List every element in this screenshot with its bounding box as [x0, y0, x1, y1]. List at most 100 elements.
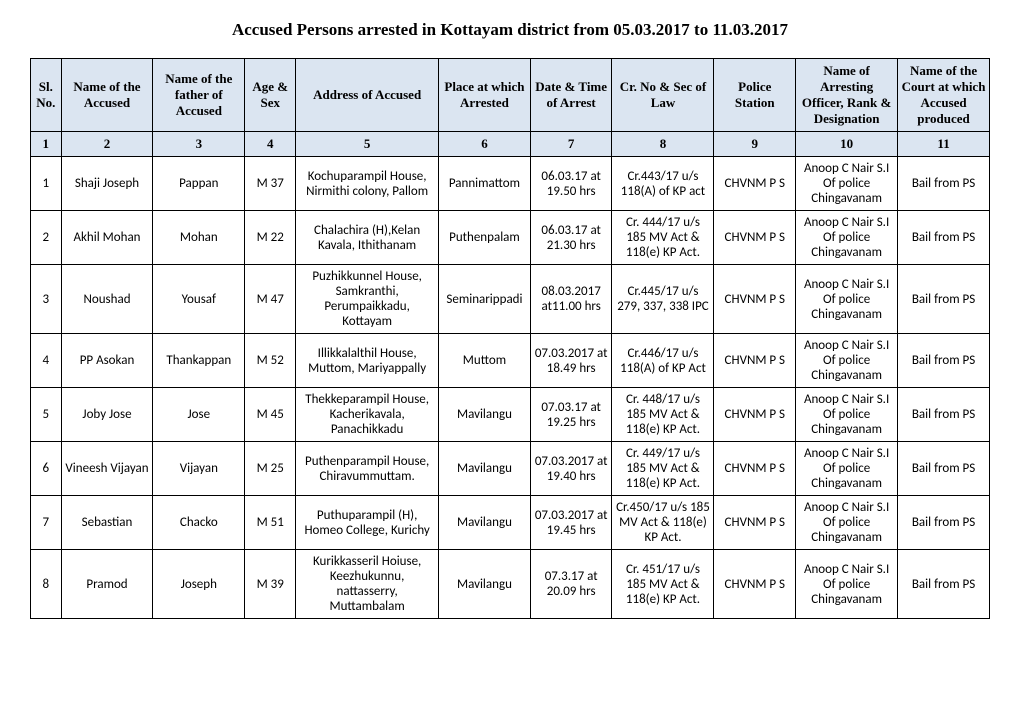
- page-title: Accused Persons arrested in Kottayam dis…: [30, 20, 990, 40]
- cell-date: 07.03.2017 at 19.45 hrs: [530, 496, 612, 550]
- cell-age: M 37: [245, 157, 296, 211]
- cell-addr: Illikkalalthil House, Muttom, Mariyappal…: [296, 334, 439, 388]
- cell-court: Bail from PS: [898, 265, 990, 334]
- cell-place: Seminarippadi: [439, 265, 531, 334]
- cell-cr: Cr. 448/17 u/s 185 MV Act & 118(e) KP Ac…: [612, 388, 714, 442]
- cell-place: Muttom: [439, 334, 531, 388]
- cell-officer: Anoop C Nair S.I Of police Chingavanam: [796, 388, 898, 442]
- cell-officer: Anoop C Nair S.I Of police Chingavanam: [796, 334, 898, 388]
- col-header-court: Name of the Court at which Accused produ…: [898, 59, 990, 132]
- cell-sl: 2: [31, 211, 62, 265]
- cell-date: 07.03.2017 at 19.40 hrs: [530, 442, 612, 496]
- cell-date: 08.03.2017 at11.00 hrs: [530, 265, 612, 334]
- col-header-father: Name of the father of Accused: [153, 59, 245, 132]
- cell-ps: CHVNM P S: [714, 550, 796, 619]
- table-row: 5Joby JoseJoseM 45Thekkeparampil House, …: [31, 388, 990, 442]
- cell-addr: Kochuparampil House, Nirmithi colony, Pa…: [296, 157, 439, 211]
- cell-place: Puthenpalam: [439, 211, 531, 265]
- cell-addr: Puzhikkunnel House, Samkranthi, Perumpai…: [296, 265, 439, 334]
- col-num: 4: [245, 132, 296, 157]
- cell-ps: CHVNM P S: [714, 265, 796, 334]
- cell-date: 06.03.17 at 21.30 hrs: [530, 211, 612, 265]
- cell-date: 07.3.17 at 20.09 hrs: [530, 550, 612, 619]
- col-header-age: Age & Sex: [245, 59, 296, 132]
- cell-sl: 7: [31, 496, 62, 550]
- col-num: 11: [898, 132, 990, 157]
- table-row: 4PP AsokanThankappanM 52Illikkalalthil H…: [31, 334, 990, 388]
- col-header-cr: Cr. No & Sec of Law: [612, 59, 714, 132]
- cell-name: Joby Jose: [61, 388, 153, 442]
- cell-sl: 5: [31, 388, 62, 442]
- table-row: 8PramodJosephM 39Kurikkasseril Hoiuse, K…: [31, 550, 990, 619]
- cell-father: Vijayan: [153, 442, 245, 496]
- cell-age: M 51: [245, 496, 296, 550]
- cell-addr: Thekkeparampil House, Kacherikavala, Pan…: [296, 388, 439, 442]
- cell-age: M 39: [245, 550, 296, 619]
- cell-court: Bail from PS: [898, 334, 990, 388]
- cell-court: Bail from PS: [898, 157, 990, 211]
- cell-date: 07.03.2017 at 18.49 hrs: [530, 334, 612, 388]
- cell-father: Chacko: [153, 496, 245, 550]
- cell-officer: Anoop C Nair S.I Of police Chingavanam: [796, 550, 898, 619]
- cell-age: M 47: [245, 265, 296, 334]
- cell-addr: Kurikkasseril Hoiuse, Keezhukunnu, natta…: [296, 550, 439, 619]
- cell-cr: Cr.443/17 u/s 118(A) of KP act: [612, 157, 714, 211]
- cell-ps: CHVNM P S: [714, 442, 796, 496]
- table-row: 1Shaji JosephPappanM 37Kochuparampil Hou…: [31, 157, 990, 211]
- cell-addr: Puthuparampil (H), Homeo College, Kurich…: [296, 496, 439, 550]
- col-num: 2: [61, 132, 153, 157]
- table-body: 1Shaji JosephPappanM 37Kochuparampil Hou…: [31, 157, 990, 619]
- col-num: 3: [153, 132, 245, 157]
- cell-sl: 3: [31, 265, 62, 334]
- col-header-officer: Name of Arresting Officer, Rank & Design…: [796, 59, 898, 132]
- cell-name: Noushad: [61, 265, 153, 334]
- col-header-sl: Sl. No.: [31, 59, 62, 132]
- col-num: 10: [796, 132, 898, 157]
- cell-officer: Anoop C Nair S.I Of police Chingavanam: [796, 496, 898, 550]
- cell-place: Mavilangu: [439, 550, 531, 619]
- cell-court: Bail from PS: [898, 211, 990, 265]
- cell-age: M 45: [245, 388, 296, 442]
- cell-father: Jose: [153, 388, 245, 442]
- cell-date: 06.03.17 at 19.50 hrs: [530, 157, 612, 211]
- cell-ps: CHVNM P S: [714, 211, 796, 265]
- cell-cr: Cr. 451/17 u/s 185 MV Act & 118(e) KP Ac…: [612, 550, 714, 619]
- cell-officer: Anoop C Nair S.I Of police Chingavanam: [796, 157, 898, 211]
- col-num: 9: [714, 132, 796, 157]
- cell-name: Pramod: [61, 550, 153, 619]
- cell-sl: 8: [31, 550, 62, 619]
- cell-name: Akhil Mohan: [61, 211, 153, 265]
- cell-date: 07.03.17 at 19.25 hrs: [530, 388, 612, 442]
- cell-place: Mavilangu: [439, 496, 531, 550]
- cell-father: Yousaf: [153, 265, 245, 334]
- cell-name: Vineesh Vijayan: [61, 442, 153, 496]
- cell-sl: 1: [31, 157, 62, 211]
- cell-sl: 4: [31, 334, 62, 388]
- col-header-name: Name of the Accused: [61, 59, 153, 132]
- col-num: 6: [439, 132, 531, 157]
- cell-officer: Anoop C Nair S.I Of police Chingavanam: [796, 265, 898, 334]
- col-header-addr: Address of Accused: [296, 59, 439, 132]
- table-header-row: Sl. No. Name of the Accused Name of the …: [31, 59, 990, 132]
- cell-father: Joseph: [153, 550, 245, 619]
- cell-father: Mohan: [153, 211, 245, 265]
- cell-age: M 22: [245, 211, 296, 265]
- col-num: 7: [530, 132, 612, 157]
- table-colnum-row: 1 2 3 4 5 6 7 8 9 10 11: [31, 132, 990, 157]
- col-num: 8: [612, 132, 714, 157]
- cell-ps: CHVNM P S: [714, 388, 796, 442]
- cell-age: M 25: [245, 442, 296, 496]
- col-num: 1: [31, 132, 62, 157]
- cell-sl: 6: [31, 442, 62, 496]
- cell-court: Bail from PS: [898, 388, 990, 442]
- cell-father: Thankappan: [153, 334, 245, 388]
- table-row: 3NoushadYousafM 47Puzhikkunnel House, Sa…: [31, 265, 990, 334]
- cell-cr: Cr. 449/17 u/s 185 MV Act & 118(e) KP Ac…: [612, 442, 714, 496]
- arrest-table: Sl. No. Name of the Accused Name of the …: [30, 58, 990, 619]
- col-num: 5: [296, 132, 439, 157]
- col-header-ps: Police Station: [714, 59, 796, 132]
- cell-officer: Anoop C Nair S.I Of police Chingavanam: [796, 442, 898, 496]
- cell-court: Bail from PS: [898, 442, 990, 496]
- col-header-place: Place at which Arrested: [439, 59, 531, 132]
- cell-cr: Cr.450/17 u/s 185 MV Act & 118(e) KP Act…: [612, 496, 714, 550]
